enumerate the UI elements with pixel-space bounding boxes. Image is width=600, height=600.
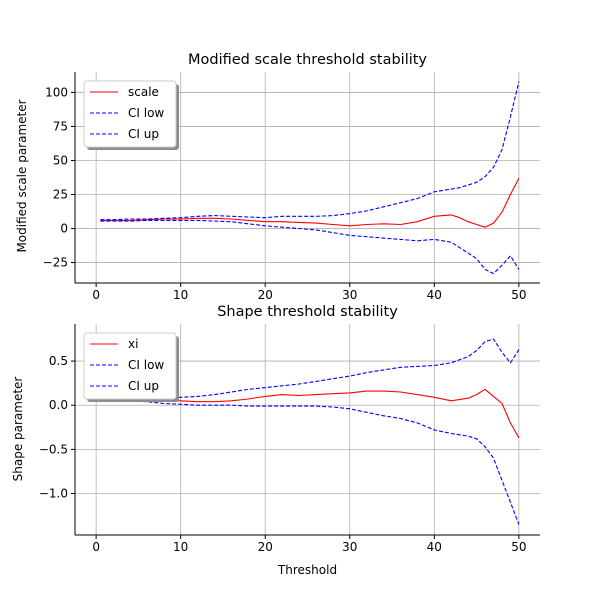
scale-legend-label: CI low: [128, 106, 164, 120]
scale-series-ci-low: [100, 219, 520, 275]
shape-legend-label: CI up: [128, 379, 159, 393]
scale-x-tick-label: 20: [258, 288, 273, 302]
scale-y-tick-label: 50: [53, 153, 68, 167]
scale-x-tick-label: 40: [427, 288, 442, 302]
scale-stability-panel: Modified scale parameter 0 10 20 30 40 50 −25 0…: [15, 52, 540, 302]
shape-series-ci-low: [100, 398, 520, 525]
scale-y-tick-label: 0: [60, 222, 68, 236]
shape-y-axis-label: Shape parameter: [11, 377, 25, 482]
scale-series-ci-up: [100, 81, 520, 221]
scale-y-axis-label: Modified scale parameter: [15, 99, 29, 252]
scale-y-tick-label: 25: [53, 188, 68, 202]
scale-y-tick-label: −25: [43, 256, 68, 270]
scale-y-tick-label: 75: [53, 119, 68, 133]
shape-legend-label: CI low: [128, 358, 164, 372]
shape-y-tick-label: −0.5: [39, 442, 68, 456]
shape-stability-panel: Shape parameter Threshold 0 10 20 30 40 50 −1.…: [11, 304, 540, 577]
scale-x-tick-label: 30: [342, 288, 357, 302]
shape-chart-title: Shape threshold stability: [217, 304, 398, 320]
scale-x-tick-label: 10: [173, 288, 188, 302]
shape-x-tick-label: 40: [427, 540, 442, 554]
shape-x-axis-label: Threshold: [277, 563, 337, 577]
shape-legend: [83, 332, 177, 400]
scale-legend-label: CI up: [128, 127, 159, 141]
shape-y-tick-label: −1.0: [39, 487, 68, 501]
scale-x-tick-label: 50: [511, 288, 526, 302]
shape-y-tick-label: 0.5: [49, 354, 68, 368]
scale-legend: [83, 80, 177, 148]
shape-x-tick-label: 50: [511, 540, 526, 554]
shape-x-tick-label: 0: [92, 540, 100, 554]
shape-x-tick-label: 20: [258, 540, 273, 554]
scale-y-tick-label: 100: [45, 85, 68, 99]
scale-legend-label: scale: [128, 85, 159, 99]
scale-chart-title: Modified scale threshold stability: [188, 52, 427, 68]
shape-legend-label: xi: [128, 337, 138, 351]
shape-y-tick-label: 0.0: [49, 398, 68, 412]
shape-x-tick-label: 10: [173, 540, 188, 554]
shape-x-tick-label: 30: [342, 540, 357, 554]
scale-x-tick-label: 0: [92, 288, 100, 302]
scale-series-scale: [100, 177, 520, 228]
